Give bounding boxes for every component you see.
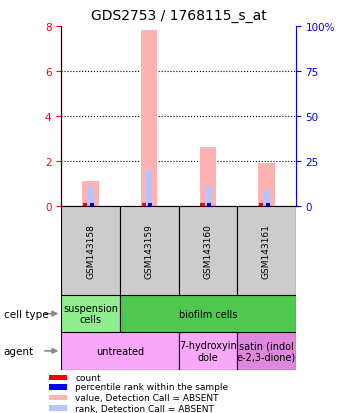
Bar — [237, 332, 296, 370]
Bar — [266, 204, 270, 206]
Bar — [201, 204, 205, 206]
Bar — [61, 206, 120, 295]
Bar — [205, 186, 211, 206]
Text: cell type: cell type — [4, 309, 48, 319]
Text: agent: agent — [4, 346, 34, 356]
Text: count: count — [76, 373, 101, 382]
Bar — [264, 191, 270, 206]
Bar — [120, 295, 296, 332]
Bar — [142, 204, 146, 206]
Bar — [90, 204, 94, 206]
Bar — [82, 182, 99, 206]
Bar — [49, 394, 66, 400]
Bar — [178, 332, 237, 370]
Bar — [141, 31, 158, 206]
Bar — [49, 384, 66, 390]
Bar — [49, 406, 66, 411]
Bar — [178, 206, 237, 295]
Text: GSM143161: GSM143161 — [262, 223, 271, 278]
Text: GSM143160: GSM143160 — [203, 223, 212, 278]
Bar — [237, 206, 296, 295]
Text: satin (indol
e-2,3-dione): satin (indol e-2,3-dione) — [237, 340, 296, 362]
Text: percentile rank within the sample: percentile rank within the sample — [76, 382, 229, 392]
Bar — [207, 204, 211, 206]
Text: untreated: untreated — [96, 346, 144, 356]
Text: value, Detection Call = ABSENT: value, Detection Call = ABSENT — [76, 393, 219, 402]
Bar — [88, 188, 93, 206]
Bar — [120, 206, 178, 295]
Text: suspension
cells: suspension cells — [63, 303, 118, 325]
Bar — [146, 171, 152, 206]
Text: GSM143158: GSM143158 — [86, 223, 95, 278]
Bar — [199, 148, 216, 206]
Text: 7-hydroxyin
dole: 7-hydroxyin dole — [179, 340, 237, 362]
Bar — [61, 295, 120, 332]
Bar — [49, 375, 66, 380]
Bar — [258, 164, 275, 206]
Bar — [259, 204, 263, 206]
Text: biofilm cells: biofilm cells — [178, 309, 237, 319]
Title: GDS2753 / 1768115_s_at: GDS2753 / 1768115_s_at — [91, 9, 266, 23]
Bar — [61, 332, 178, 370]
Text: GSM143159: GSM143159 — [145, 223, 154, 278]
Text: rank, Detection Call = ABSENT: rank, Detection Call = ABSENT — [76, 404, 214, 413]
Bar — [83, 204, 88, 206]
Bar — [148, 204, 152, 206]
